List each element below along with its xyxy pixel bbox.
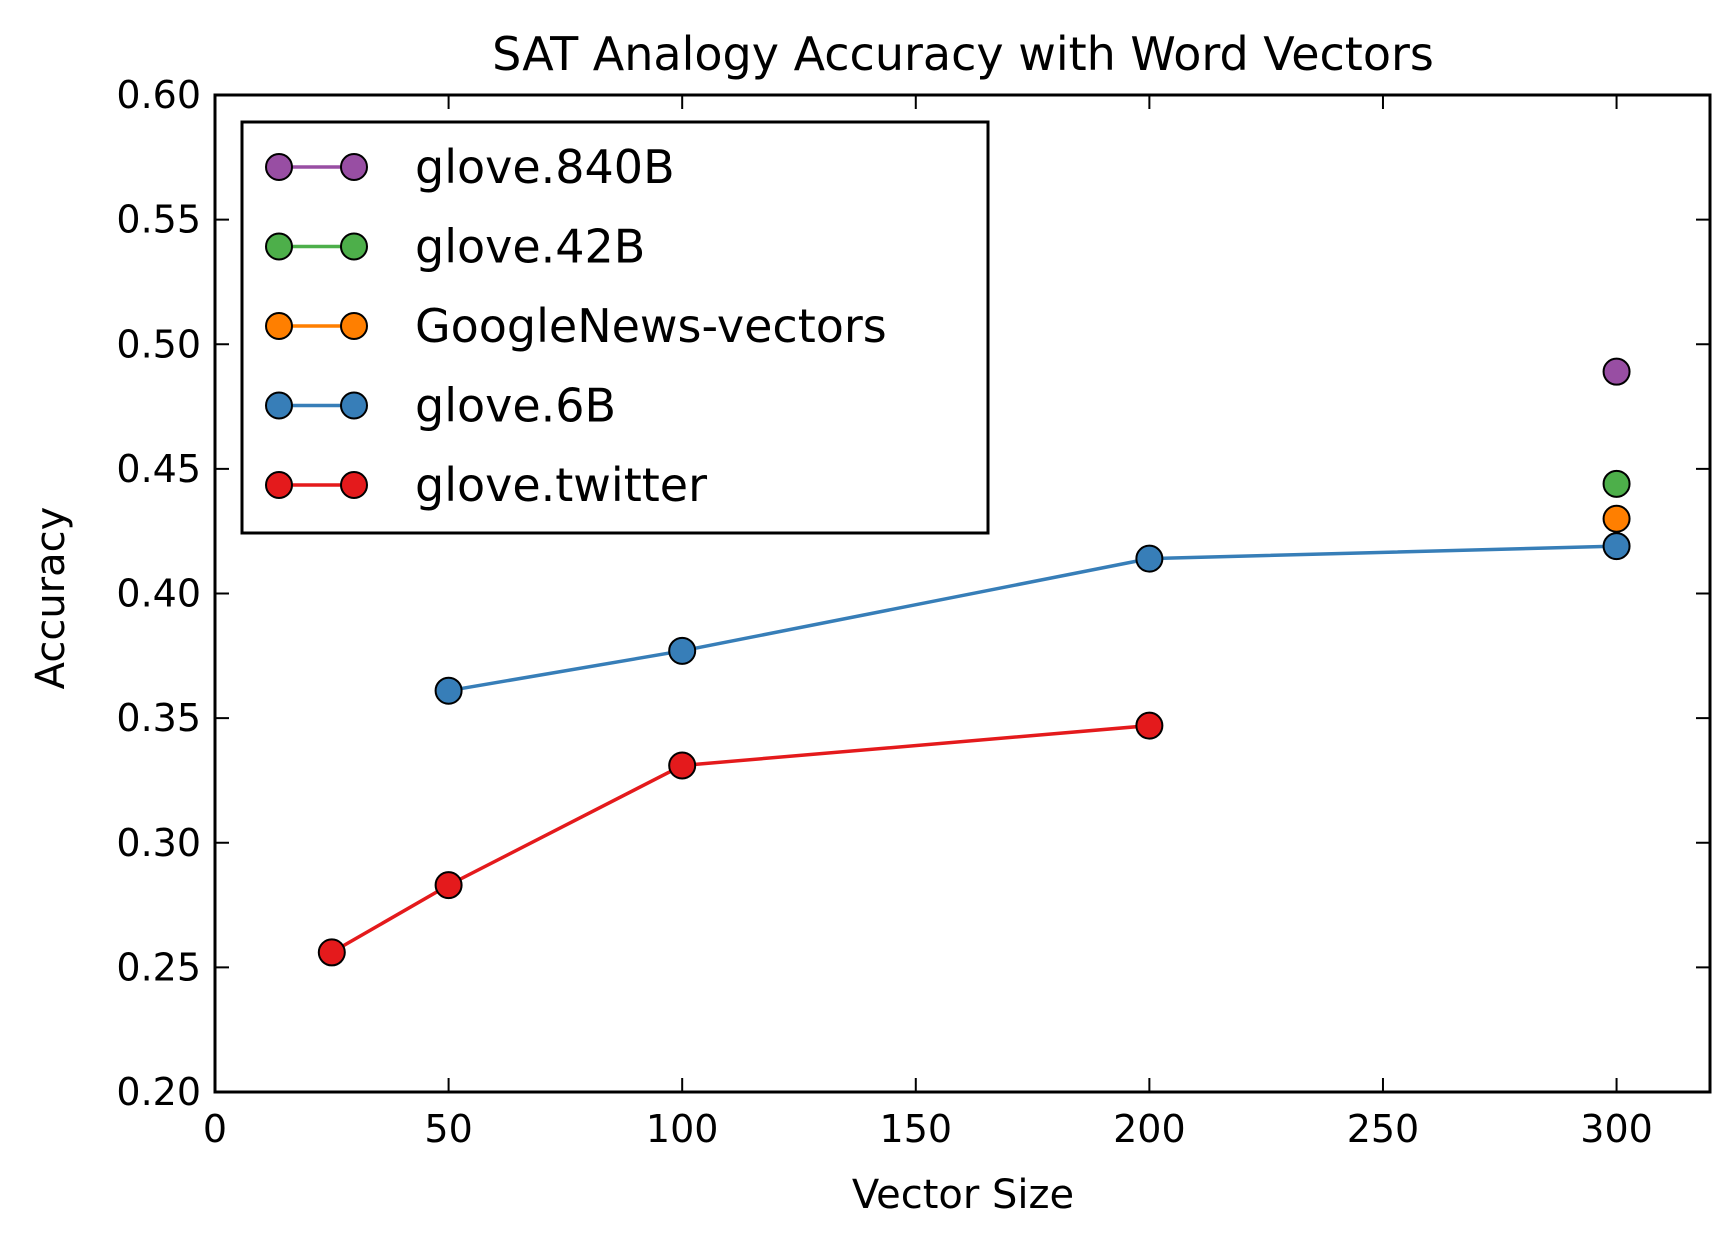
legend-marker-glove-twitter (265, 471, 293, 499)
y-tick-label: 0.50 (116, 322, 201, 366)
x-tick-label: 300 (1580, 1107, 1653, 1151)
legend: glove.840B glove.42B GoogleNews-vectors glo… (240, 120, 990, 535)
legend-marker-googlenews-vectors (340, 312, 368, 340)
series-line-glove-twitter (330, 723, 1150, 954)
data-point-glove-840b (1602, 357, 1631, 386)
series-line-glove-6b (448, 544, 1617, 693)
y-tick-label: 0.35 (116, 696, 201, 740)
data-point-glove-twitter (1135, 711, 1164, 740)
legend-marker-glove-42b (340, 232, 368, 261)
legend-label-glove-42b: glove.42B (415, 220, 645, 274)
data-point-glove-42b (1602, 469, 1631, 498)
x-tick-label: 150 (880, 1107, 953, 1151)
y-tick-label: 0.60 (116, 73, 201, 117)
legend-marker-glove-6b (265, 391, 293, 420)
data-point-glove-twitter (434, 871, 463, 900)
chart-title: SAT Analogy Accuracy with Word Vectors (492, 27, 1434, 81)
legend-label-googlenews-vectors: GoogleNews-vectors (415, 299, 887, 353)
legend-label-glove-twitter: glove.twitter (415, 458, 707, 512)
x-tick-label: 200 (1113, 1107, 1186, 1151)
x-axis-label: Vector Size (852, 1172, 1074, 1218)
legend-marker-glove-6b (340, 391, 368, 420)
x-tick-label: 100 (646, 1107, 719, 1151)
y-tick-label: 0.45 (116, 447, 201, 491)
legend-marker-glove-840b (340, 153, 368, 181)
legend-label-glove-840b: glove.840B (415, 140, 675, 194)
data-point-glove-twitter (668, 751, 697, 780)
data-point-glove-6b (1602, 532, 1631, 561)
y-tick-label: 0.40 (116, 572, 201, 616)
data-point-glove-twitter (317, 938, 346, 967)
legend-marker-glove-42b (265, 232, 293, 261)
y-tick-label: 0.25 (116, 945, 201, 989)
data-point-googlenews-vectors (1602, 504, 1631, 533)
x-tick-label: 50 (424, 1107, 472, 1151)
y-tick-label: 0.55 (116, 198, 201, 242)
y-tick-label: 0.30 (116, 821, 201, 865)
legend-marker-googlenews-vectors (265, 312, 293, 340)
data-point-glove-6b (434, 676, 463, 705)
legend-marker-glove-840b (265, 153, 293, 181)
plot-area: 0 50 100 150 200 250 300 0.20 0.25 0.30 0.35 0.40 0.… (116, 73, 1712, 1151)
data-point-glove-6b (1135, 544, 1164, 573)
legend-label-glove-6b: glove.6B (415, 379, 616, 433)
data-point-glove-6b (668, 636, 697, 665)
y-axis-label: Accuracy (28, 507, 74, 690)
x-tick-label: 250 (1347, 1107, 1420, 1151)
legend-marker-glove-twitter (340, 471, 368, 499)
y-tick-label: 0.20 (116, 1070, 201, 1114)
x-tick-label: 0 (203, 1107, 227, 1151)
